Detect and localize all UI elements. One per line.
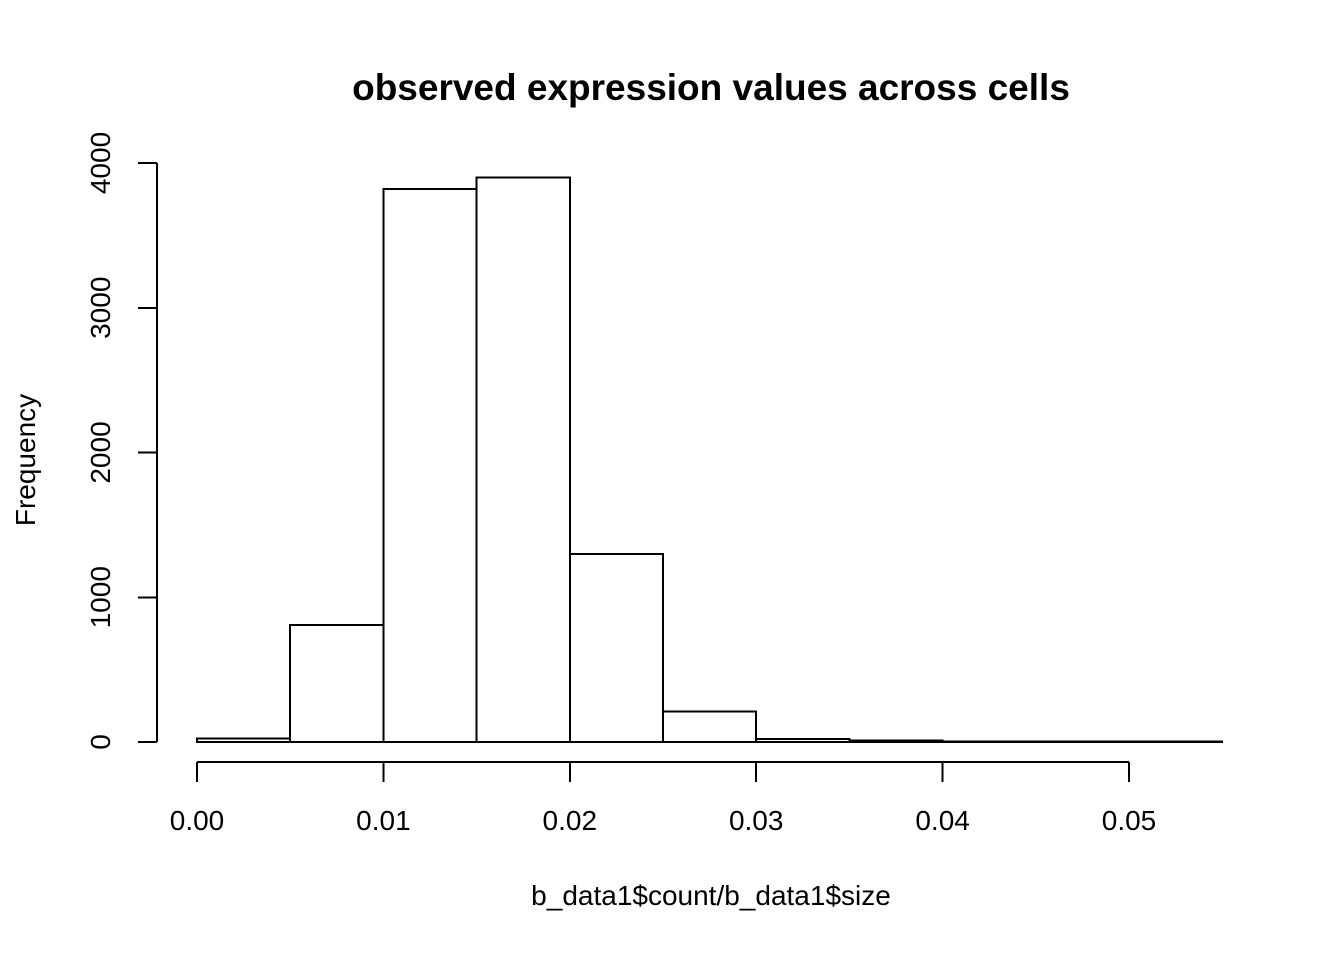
histogram-bar bbox=[289, 623, 385, 743]
x-tick-label: 0.01 bbox=[356, 805, 411, 836]
x-axis: 0.00 0.01 0.02 0.03 0.04 0.05 bbox=[170, 761, 1157, 836]
histogram-bar bbox=[662, 710, 758, 743]
x-tick-label: 0.00 bbox=[170, 805, 225, 836]
y-axis-label: Frequency bbox=[10, 394, 41, 526]
histogram-bar bbox=[848, 739, 944, 743]
x-tick-label: 0.04 bbox=[915, 805, 970, 836]
chart-title: observed expression values across cells bbox=[352, 67, 1070, 108]
x-tick-label: 0.05 bbox=[1102, 805, 1157, 836]
histogram-bar bbox=[568, 552, 664, 744]
x-tick-label: 0.02 bbox=[543, 805, 598, 836]
x-axis-label: b_data1$count/b_data1$size bbox=[531, 880, 891, 911]
y-axis: 0 1000 2000 3000 4000 bbox=[85, 132, 158, 750]
y-tick-label: 1000 bbox=[85, 566, 116, 628]
histogram-bar bbox=[475, 176, 571, 744]
histogram-bar bbox=[941, 740, 1037, 743]
y-tick-label: 3000 bbox=[85, 277, 116, 339]
histogram-bar bbox=[382, 188, 478, 743]
histogram-bar bbox=[755, 738, 851, 743]
x-tick-label: 0.03 bbox=[729, 805, 784, 836]
y-tick-label: 0 bbox=[85, 734, 116, 750]
bars-group bbox=[196, 176, 1224, 744]
y-tick-label: 4000 bbox=[85, 132, 116, 194]
histogram-bar bbox=[196, 737, 292, 743]
histogram-bar bbox=[1128, 740, 1224, 744]
y-tick-label: 2000 bbox=[85, 421, 116, 483]
histogram-bar bbox=[1034, 740, 1131, 744]
